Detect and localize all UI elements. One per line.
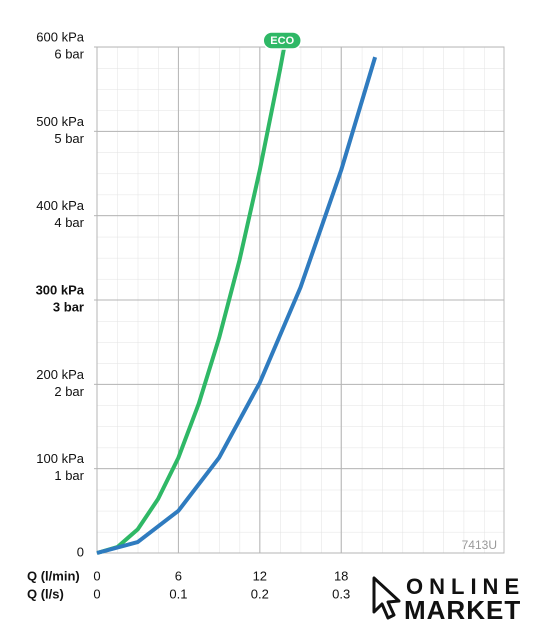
y2-tick-label: 5 bar <box>54 131 84 146</box>
x2-tick-label: 0.3 <box>332 586 350 601</box>
legend-badge <box>262 31 302 50</box>
x-tick-label: 0 <box>93 568 100 583</box>
y2-tick-label: 6 bar <box>54 46 84 61</box>
y-tick-label: 400 kPa <box>36 198 84 213</box>
y2-tick-label: 1 bar <box>54 468 84 483</box>
y-tick-label: 200 kPa <box>36 367 84 382</box>
x2-tick-label: 0.1 <box>169 586 187 601</box>
y-tick-label: 100 kPa <box>36 451 84 466</box>
series-line <box>96 46 287 555</box>
y-tick-label: 0 <box>77 544 84 559</box>
legend-label: ECO <box>270 35 294 47</box>
logo: ONLINE MARKET <box>372 574 525 625</box>
logo-text: MARKET <box>404 595 521 625</box>
y2-tick-label: 3 bar <box>53 299 84 314</box>
y-tick-label: 500 kPa <box>36 114 84 129</box>
logo-text: ONLINE <box>406 574 525 599</box>
y-tick-label: 300 kPa <box>36 282 85 297</box>
y2-tick-label: 4 bar <box>54 215 84 230</box>
y2-tick-label: 2 bar <box>54 384 84 399</box>
series-line <box>96 56 378 555</box>
x2-axis-label: Q (l/s) <box>27 586 64 601</box>
y-tick-label: 600 kPa <box>36 29 84 44</box>
x2-tick-label: 0.2 <box>251 586 269 601</box>
x2-tick-label: 0 <box>93 586 100 601</box>
x-tick-label: 18 <box>334 568 348 583</box>
model-label: 7413U <box>462 538 497 552</box>
x-tick-label: 6 <box>175 568 182 583</box>
x-tick-label: 12 <box>253 568 267 583</box>
x-axis-label: Q (l/min) <box>27 568 80 583</box>
